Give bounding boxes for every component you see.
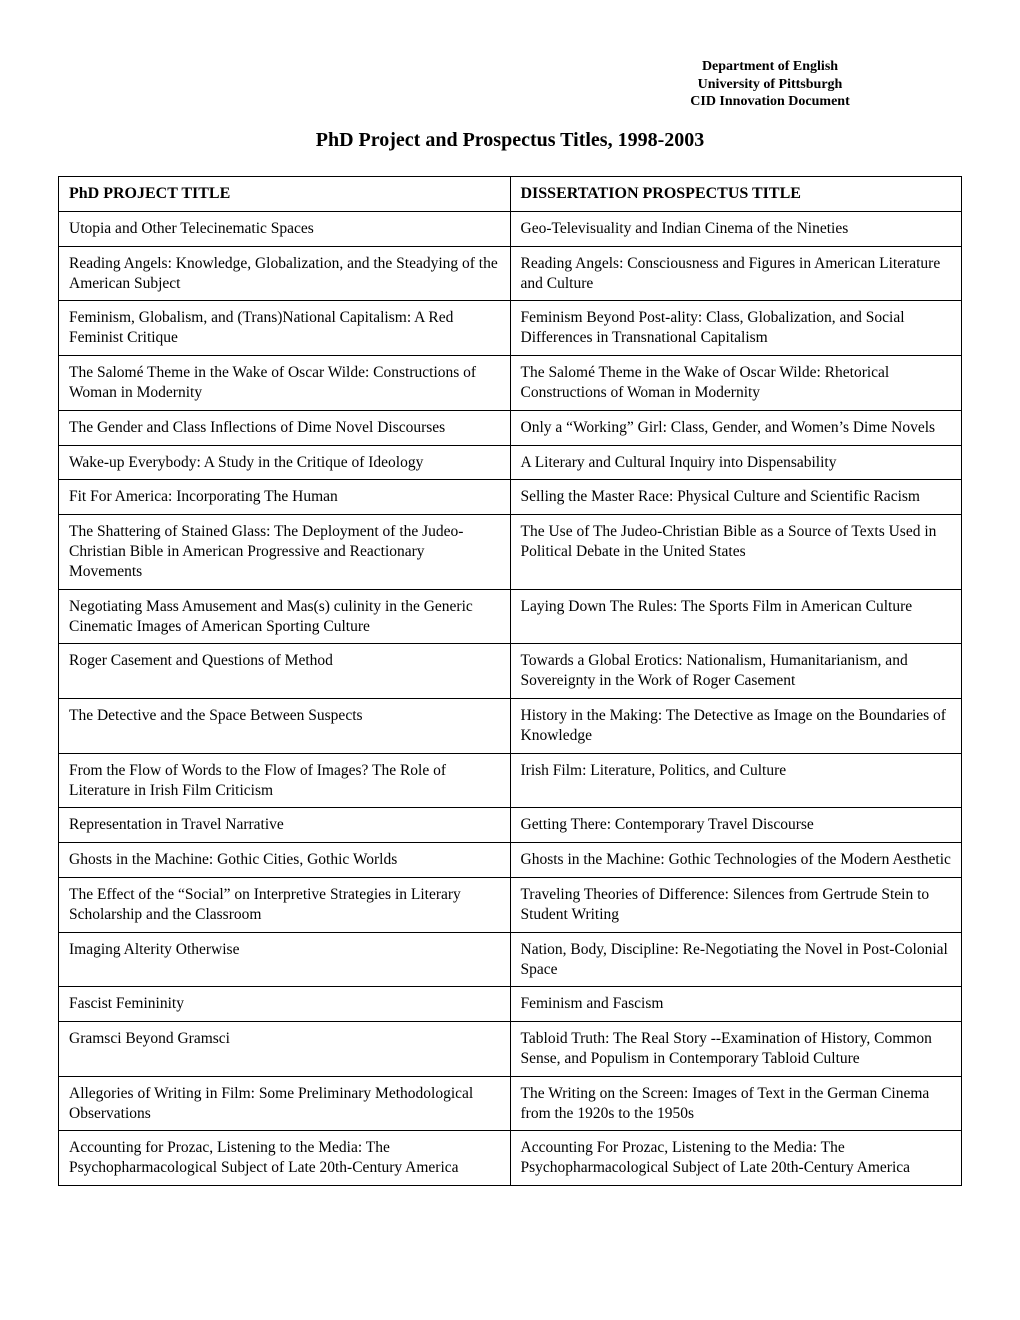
prospectus-title-cell: Towards a Global Erotics: Nationalism, H… (510, 644, 962, 699)
project-title-cell: Allegories of Writing in Film: Some Prel… (59, 1076, 511, 1131)
table-body: Utopia and Other Telecinematic SpacesGeo… (59, 211, 962, 1185)
project-title-cell: Wake-up Everybody: A Study in the Critiq… (59, 445, 511, 480)
table-row: Representation in Travel NarrativeGettin… (59, 808, 962, 843)
prospectus-title-cell: Laying Down The Rules: The Sports Film i… (510, 589, 962, 644)
table-row: Accounting for Prozac, Listening to the … (59, 1131, 962, 1186)
header-line-1: Department of English (578, 58, 962, 76)
col-header-prospectus: DISSERTATION PROSPECTUS TITLE (510, 176, 962, 211)
project-title-cell: Feminism, Globalism, and (Trans)National… (59, 301, 511, 356)
table-row: The Shattering of Stained Glass: The Dep… (59, 515, 962, 589)
table-row: Feminism, Globalism, and (Trans)National… (59, 301, 962, 356)
table-row: Utopia and Other Telecinematic SpacesGeo… (59, 211, 962, 246)
prospectus-title-cell: The Use of The Judeo-Christian Bible as … (510, 515, 962, 589)
header-line-2: University of Pittsburgh (578, 76, 962, 94)
table-row: Fascist FemininityFeminism and Fascism (59, 987, 962, 1022)
project-title-cell: Reading Angels: Knowledge, Globalization… (59, 246, 511, 301)
prospectus-title-cell: Accounting For Prozac, Listening to the … (510, 1131, 962, 1186)
table-row: The Effect of the “Social” on Interpreti… (59, 878, 962, 933)
prospectus-title-cell: Only a “Working” Girl: Class, Gender, an… (510, 410, 962, 445)
project-title-cell: Roger Casement and Questions of Method (59, 644, 511, 699)
table-row: Fit For America: Incorporating The Human… (59, 480, 962, 515)
project-title-cell: Fit For America: Incorporating The Human (59, 480, 511, 515)
table-row: The Salomé Theme in the Wake of Oscar Wi… (59, 356, 962, 411)
project-title-cell: Representation in Travel Narrative (59, 808, 511, 843)
table-row: From the Flow of Words to the Flow of Im… (59, 753, 962, 808)
project-title-cell: Negotiating Mass Amusement and Mas(s) cu… (59, 589, 511, 644)
project-title-cell: The Shattering of Stained Glass: The Dep… (59, 515, 511, 589)
project-title-cell: Gramsci Beyond Gramsci (59, 1022, 511, 1077)
project-title-cell: Fascist Femininity (59, 987, 511, 1022)
table-row: The Detective and the Space Between Susp… (59, 699, 962, 754)
table-row: Roger Casement and Questions of MethodTo… (59, 644, 962, 699)
project-title-cell: The Salomé Theme in the Wake of Oscar Wi… (59, 356, 511, 411)
project-title-cell: Utopia and Other Telecinematic Spaces (59, 211, 511, 246)
project-title-cell: The Detective and the Space Between Susp… (59, 699, 511, 754)
table-row: Negotiating Mass Amusement and Mas(s) cu… (59, 589, 962, 644)
page-root: Department of English University of Pitt… (0, 0, 1020, 1320)
table-row: Imaging Alterity OtherwiseNation, Body, … (59, 932, 962, 987)
prospectus-title-cell: Irish Film: Literature, Politics, and Cu… (510, 753, 962, 808)
prospectus-title-cell: Tabloid Truth: The Real Story --Examinat… (510, 1022, 962, 1077)
table-row: Reading Angels: Knowledge, Globalization… (59, 246, 962, 301)
header-line-3: CID Innovation Document (578, 93, 962, 111)
table-row: Wake-up Everybody: A Study in the Critiq… (59, 445, 962, 480)
project-title-cell: The Effect of the “Social” on Interpreti… (59, 878, 511, 933)
prospectus-title-cell: Getting There: Contemporary Travel Disco… (510, 808, 962, 843)
project-title-cell: The Gender and Class Inflections of Dime… (59, 410, 511, 445)
project-title-cell: From the Flow of Words to the Flow of Im… (59, 753, 511, 808)
prospectus-title-cell: Geo-Televisuality and Indian Cinema of t… (510, 211, 962, 246)
prospectus-title-cell: Selling the Master Race: Physical Cultur… (510, 480, 962, 515)
header-block: Department of English University of Pitt… (578, 58, 962, 111)
prospectus-title-cell: Nation, Body, Discipline: Re-Negotiating… (510, 932, 962, 987)
table-row: Allegories of Writing in Film: Some Prel… (59, 1076, 962, 1131)
col-header-project: PhD PROJECT TITLE (59, 176, 511, 211)
table-row: Gramsci Beyond GramsciTabloid Truth: The… (59, 1022, 962, 1077)
prospectus-title-cell: Feminism and Fascism (510, 987, 962, 1022)
table-header-row: PhD PROJECT TITLE DISSERTATION PROSPECTU… (59, 176, 962, 211)
prospectus-title-cell: The Writing on the Screen: Images of Tex… (510, 1076, 962, 1131)
titles-table: PhD PROJECT TITLE DISSERTATION PROSPECTU… (58, 176, 962, 1187)
project-title-cell: Imaging Alterity Otherwise (59, 932, 511, 987)
prospectus-title-cell: Ghosts in the Machine: Gothic Technologi… (510, 843, 962, 878)
prospectus-title-cell: Traveling Theories of Difference: Silenc… (510, 878, 962, 933)
table-row: The Gender and Class Inflections of Dime… (59, 410, 962, 445)
prospectus-title-cell: History in the Making: The Detective as … (510, 699, 962, 754)
prospectus-title-cell: The Salomé Theme in the Wake of Oscar Wi… (510, 356, 962, 411)
prospectus-title-cell: Reading Angels: Consciousness and Figure… (510, 246, 962, 301)
prospectus-title-cell: Feminism Beyond Post-ality: Class, Globa… (510, 301, 962, 356)
page-title: PhD Project and Prospectus Titles, 1998-… (58, 129, 962, 152)
table-row: Ghosts in the Machine: Gothic Cities, Go… (59, 843, 962, 878)
project-title-cell: Accounting for Prozac, Listening to the … (59, 1131, 511, 1186)
prospectus-title-cell: A Literary and Cultural Inquiry into Dis… (510, 445, 962, 480)
project-title-cell: Ghosts in the Machine: Gothic Cities, Go… (59, 843, 511, 878)
